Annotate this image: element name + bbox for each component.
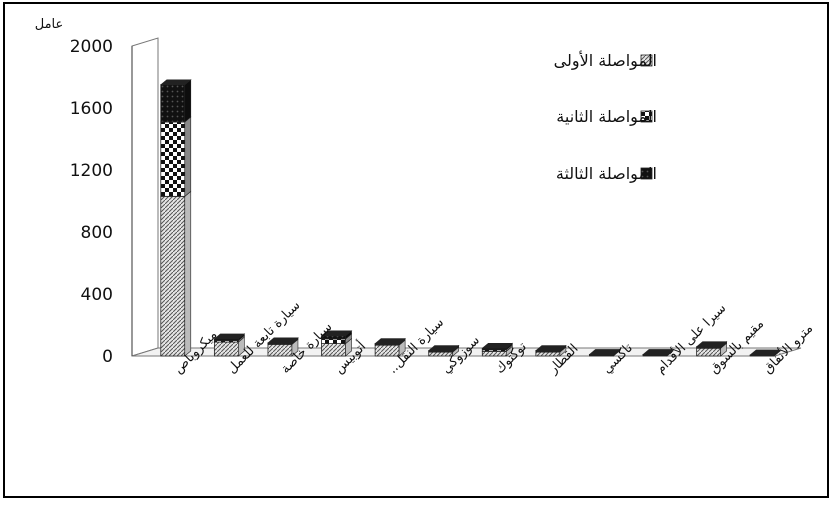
bar-segment-3 [160, 84, 186, 123]
legend-swatch [640, 110, 653, 123]
bar-segment-1 [213, 341, 239, 357]
y-tick-label: 1200 [70, 161, 113, 181]
y-tick-label: 1600 [70, 99, 113, 119]
side-wall [131, 37, 159, 357]
bar-segment-1 [160, 195, 186, 357]
floor [131, 347, 802, 357]
bar-top [159, 79, 192, 86]
bar-top [427, 345, 460, 351]
bar-segment-2 [160, 121, 186, 197]
bar-top [213, 333, 246, 340]
bar-top [481, 342, 514, 349]
bar-top [588, 349, 621, 355]
bar-segment-1 [374, 344, 400, 357]
bar-top [320, 330, 353, 337]
x-category-label: تاكسي [600, 340, 636, 376]
y-tick-label: 400 [81, 285, 113, 305]
legend-label: المواصلة الثالثة [556, 164, 657, 184]
legend: المواصلة الأولى المواصلة الثانية المواصلة … [554, 50, 657, 184]
bar-top [695, 341, 728, 347]
y-tick-label: 2000 [70, 37, 113, 57]
legend-swatch [640, 167, 653, 180]
legend-swatch [640, 54, 653, 67]
y-tick-label: 0 [102, 347, 113, 367]
y-axis-unit-label: عامل [35, 17, 64, 32]
legend-label: المواصلة الثانية [556, 107, 657, 127]
bar-top [535, 345, 567, 351]
y-tick-label: 800 [81, 223, 113, 243]
bar-top [642, 349, 674, 355]
bar-top [749, 349, 782, 356]
legend-label: المواصلة الأولى [554, 50, 657, 71]
bar-segment-side [184, 116, 192, 197]
bar-segment-1 [321, 343, 346, 357]
bar-segment-1 [267, 343, 293, 357]
chart-frame: 0 400 800 1200 1600 2000 عامل ميكروباص سيارة تاب… [3, 2, 829, 498]
bar-segment-side [184, 79, 192, 123]
bar-segment-side [184, 190, 192, 357]
bar-top [374, 338, 406, 344]
bar-top [267, 337, 299, 344]
